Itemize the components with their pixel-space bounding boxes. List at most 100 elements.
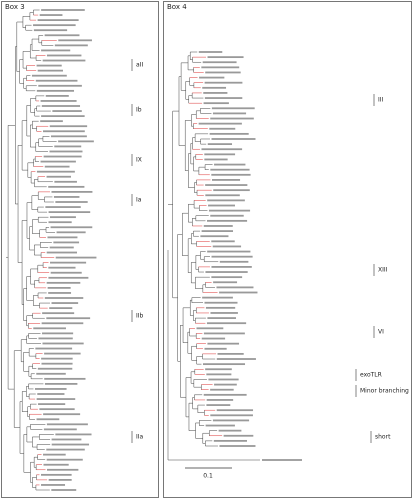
leaf-label [211, 276, 243, 279]
leaf-label [51, 438, 82, 441]
leaf-label [43, 453, 66, 456]
leaf-label [43, 130, 85, 133]
leaf-label [36, 170, 75, 173]
leaf-label [48, 478, 72, 481]
leaf-label [208, 209, 251, 212]
leaf-label [49, 246, 74, 249]
leaf-label [207, 219, 248, 222]
leaf-label [51, 302, 79, 304]
leaf-label [219, 260, 249, 263]
leaf-label [199, 76, 225, 79]
leaf-label [40, 100, 77, 102]
leaf-label [40, 120, 63, 123]
leaf-label [49, 307, 73, 310]
leaf-label [35, 79, 78, 82]
leaf-label [55, 433, 92, 436]
leaf-label [203, 102, 229, 105]
leaf-label [202, 86, 227, 89]
leaf-label [46, 251, 78, 254]
leaf-label [205, 194, 240, 197]
leaf-label [213, 281, 238, 284]
leaf-label [51, 443, 90, 446]
leaf-label [204, 301, 238, 304]
leaf-label [44, 165, 70, 168]
leaf-label [58, 140, 94, 143]
leaf-label [54, 44, 88, 47]
leaf-label [41, 322, 84, 325]
panel-frame [163, 1, 412, 498]
leaf-label [203, 332, 245, 335]
leaf-label [211, 266, 252, 268]
leaf-label [204, 153, 236, 156]
leaf-label [41, 473, 72, 476]
leaf-label [41, 484, 66, 486]
leaf-label [211, 240, 235, 243]
leaf-label [223, 434, 254, 437]
leaf-label [41, 105, 81, 107]
leaf-label [47, 236, 78, 239]
clade-label: exoTLR [360, 372, 382, 379]
leaf-label [211, 138, 256, 140]
leaf-label [53, 196, 80, 198]
clade-label: aII [136, 62, 143, 69]
leaf-label [41, 362, 73, 365]
leaf-label [50, 135, 87, 138]
leaf-label [46, 423, 88, 426]
leaf-label [36, 64, 62, 67]
leaf-label [36, 89, 75, 92]
leaf-label [198, 122, 242, 125]
leaf-label [219, 291, 258, 294]
leaf-label [46, 448, 85, 451]
leaf-label [46, 175, 71, 178]
leaf-label [43, 463, 69, 466]
leaf-label [203, 225, 233, 227]
panel-title: Box 4 [167, 3, 187, 11]
leaf-label [203, 393, 247, 396]
panel-title: Box 3 [5, 3, 25, 11]
leaf-label [47, 468, 79, 471]
leaf-label [34, 388, 67, 390]
leaf-label [196, 327, 224, 330]
leaf-label [205, 368, 232, 371]
leaf-label [206, 322, 247, 325]
leaf-label [55, 256, 97, 259]
leaf-label [205, 71, 241, 74]
leaf-label [45, 94, 69, 97]
leaf-label [207, 342, 240, 345]
leaf-label [44, 297, 84, 299]
leaf-label [44, 352, 81, 355]
leaf-label [210, 388, 234, 391]
leaf-label [209, 127, 236, 130]
leaf-label [36, 418, 60, 421]
leaf-label [204, 347, 227, 350]
leaf-label [198, 51, 223, 53]
leaf-label [36, 398, 76, 400]
leaf-label [44, 34, 80, 37]
leaf-label [214, 163, 246, 166]
leaf-label [205, 306, 236, 309]
leaf-label [209, 132, 249, 135]
leaf-label [47, 286, 71, 289]
leaf-label [206, 373, 232, 376]
clade-label: XIII [378, 267, 388, 274]
leaf-label [37, 69, 63, 72]
leaf-label [42, 332, 74, 335]
leaf-label [43, 428, 77, 431]
clade-label: IIa [136, 434, 144, 441]
leaf-label [205, 424, 235, 427]
leaf-label [201, 148, 243, 151]
leaf-label [38, 403, 66, 406]
leaf-label [202, 296, 233, 299]
leaf-label [36, 372, 66, 375]
clade-label: short [375, 434, 391, 441]
leaf-label [41, 9, 85, 11]
leaf-label [212, 419, 250, 422]
leaf-label [50, 271, 82, 274]
leaf-label [31, 74, 67, 77]
leaf-label [35, 347, 73, 350]
leaf-label [202, 363, 246, 366]
leaf-label [51, 489, 77, 491]
leaf-label [201, 66, 240, 69]
leaf-label [205, 271, 248, 273]
leaf-label [200, 235, 229, 238]
